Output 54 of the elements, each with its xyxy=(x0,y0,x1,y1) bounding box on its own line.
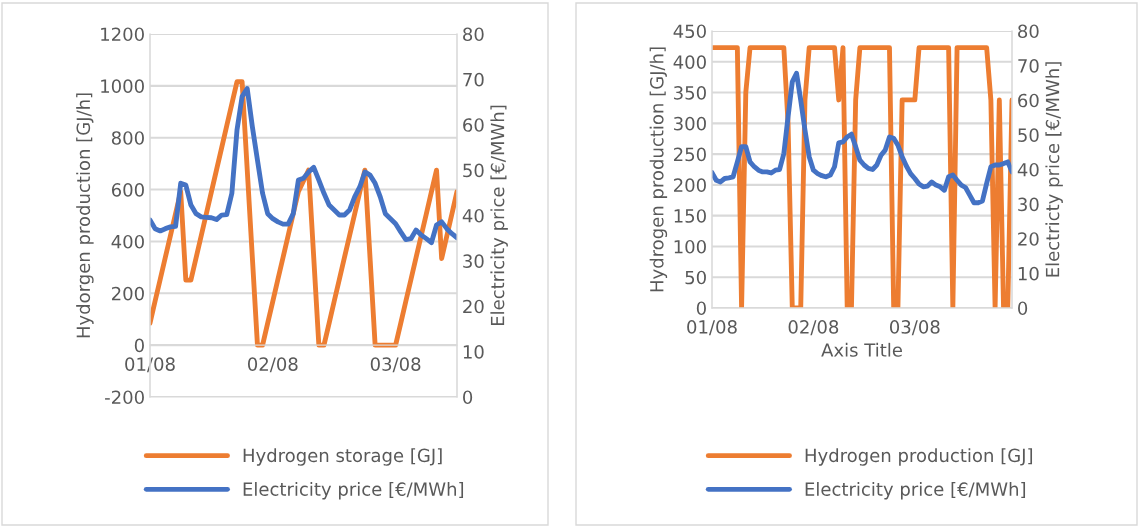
line-series xyxy=(150,86,457,246)
y2-tick-label: 40 xyxy=(462,208,484,223)
y2-tick-label: 0 xyxy=(463,390,473,405)
legend-label: Hydrogen production [GJ] xyxy=(805,448,1033,466)
x-tick-label: 03/08 xyxy=(370,357,421,373)
y-axis-title: Hydrogen production [GJ/h] xyxy=(649,47,668,292)
x-tick-label: 02/08 xyxy=(247,357,298,373)
y-tick-label: -200 xyxy=(105,390,144,405)
y-tick-label: 400 xyxy=(111,234,144,249)
x-tick-label: 01/08 xyxy=(125,357,175,373)
y2-tick-label: 60 xyxy=(1018,93,1039,108)
y2-tick-label: 20 xyxy=(463,299,484,314)
y2-tick-label: 70 xyxy=(1018,59,1039,73)
x-tick-label: 01/08 xyxy=(687,320,737,336)
y2-axis-title: Electricty price [€/MWh] xyxy=(1045,62,1063,277)
y2-tick-label: 10 xyxy=(463,345,484,359)
y2-tick-label: 20 xyxy=(1018,232,1039,246)
y-tick-label: 100 xyxy=(674,239,706,254)
x-axis-title: Axis Title xyxy=(821,342,902,357)
y2-tick-label: 30 xyxy=(463,254,484,268)
y-tick-label: 200 xyxy=(674,178,706,193)
line-series xyxy=(712,70,1012,206)
y-tick-label: 0 xyxy=(134,338,144,353)
legend-label: Hydrogen storage [GJ] xyxy=(243,448,442,466)
y-axis-title: Hydorgen production [GJ/h] xyxy=(76,93,94,338)
y-tick-label: 450 xyxy=(673,24,706,39)
y2-tick-label: 30 xyxy=(1018,197,1039,212)
line-series xyxy=(150,79,457,348)
y2-tick-label: 50 xyxy=(1018,128,1039,142)
x-tick-label: 03/08 xyxy=(889,320,940,336)
y2-tick-label: 60 xyxy=(463,118,484,132)
y-tick-label: 1000 xyxy=(101,79,144,93)
y2-tick-label: 0 xyxy=(1018,301,1028,316)
y2-tick-label: 80 xyxy=(1018,24,1039,39)
legend-label: Electricity price [€/MWh] xyxy=(805,481,1026,500)
y-tick-label: 300 xyxy=(674,116,706,131)
y2-tick-label: 70 xyxy=(463,72,484,87)
y-tick-label: 1200 xyxy=(101,27,144,42)
y-tick-label: 350 xyxy=(674,86,706,100)
y-tick-label: 400 xyxy=(673,55,706,69)
x-tick-label: 02/08 xyxy=(788,320,839,336)
legend-label: Electricity price [€/MWh] xyxy=(243,481,464,500)
y-tick-label: 0 xyxy=(696,301,706,316)
y2-axis-title: Electricity price [€/MWh] xyxy=(490,105,508,326)
y-tick-label: 600 xyxy=(111,183,144,197)
y-tick-label: 200 xyxy=(112,286,144,301)
y2-tick-label: 10 xyxy=(1018,266,1039,281)
y2-tick-label: 80 xyxy=(463,27,484,42)
y-tick-label: 150 xyxy=(674,209,706,223)
y2-tick-label: 40 xyxy=(1017,162,1039,177)
y-tick-label: 50 xyxy=(685,270,706,285)
y-tick-label: 250 xyxy=(674,147,706,162)
y-tick-label: 800 xyxy=(111,131,144,145)
y2-tick-label: 50 xyxy=(463,163,484,178)
